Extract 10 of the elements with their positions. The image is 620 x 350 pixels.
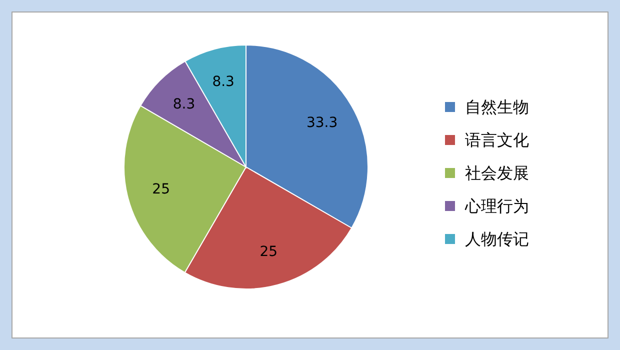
data-label: 8.3: [172, 96, 196, 113]
data-label: 25: [260, 244, 278, 260]
legend-label: 心理行为: [464, 196, 529, 216]
data-label: 33.3: [306, 115, 338, 132]
data-label: 8.3: [212, 74, 234, 90]
legend-label: 人物传记: [465, 230, 529, 248]
legend-label: 社会发展: [465, 164, 529, 182]
legend-label: 语言文化: [465, 130, 529, 150]
data-label: 25: [152, 182, 170, 198]
legend-label: 自然生物: [465, 98, 529, 116]
